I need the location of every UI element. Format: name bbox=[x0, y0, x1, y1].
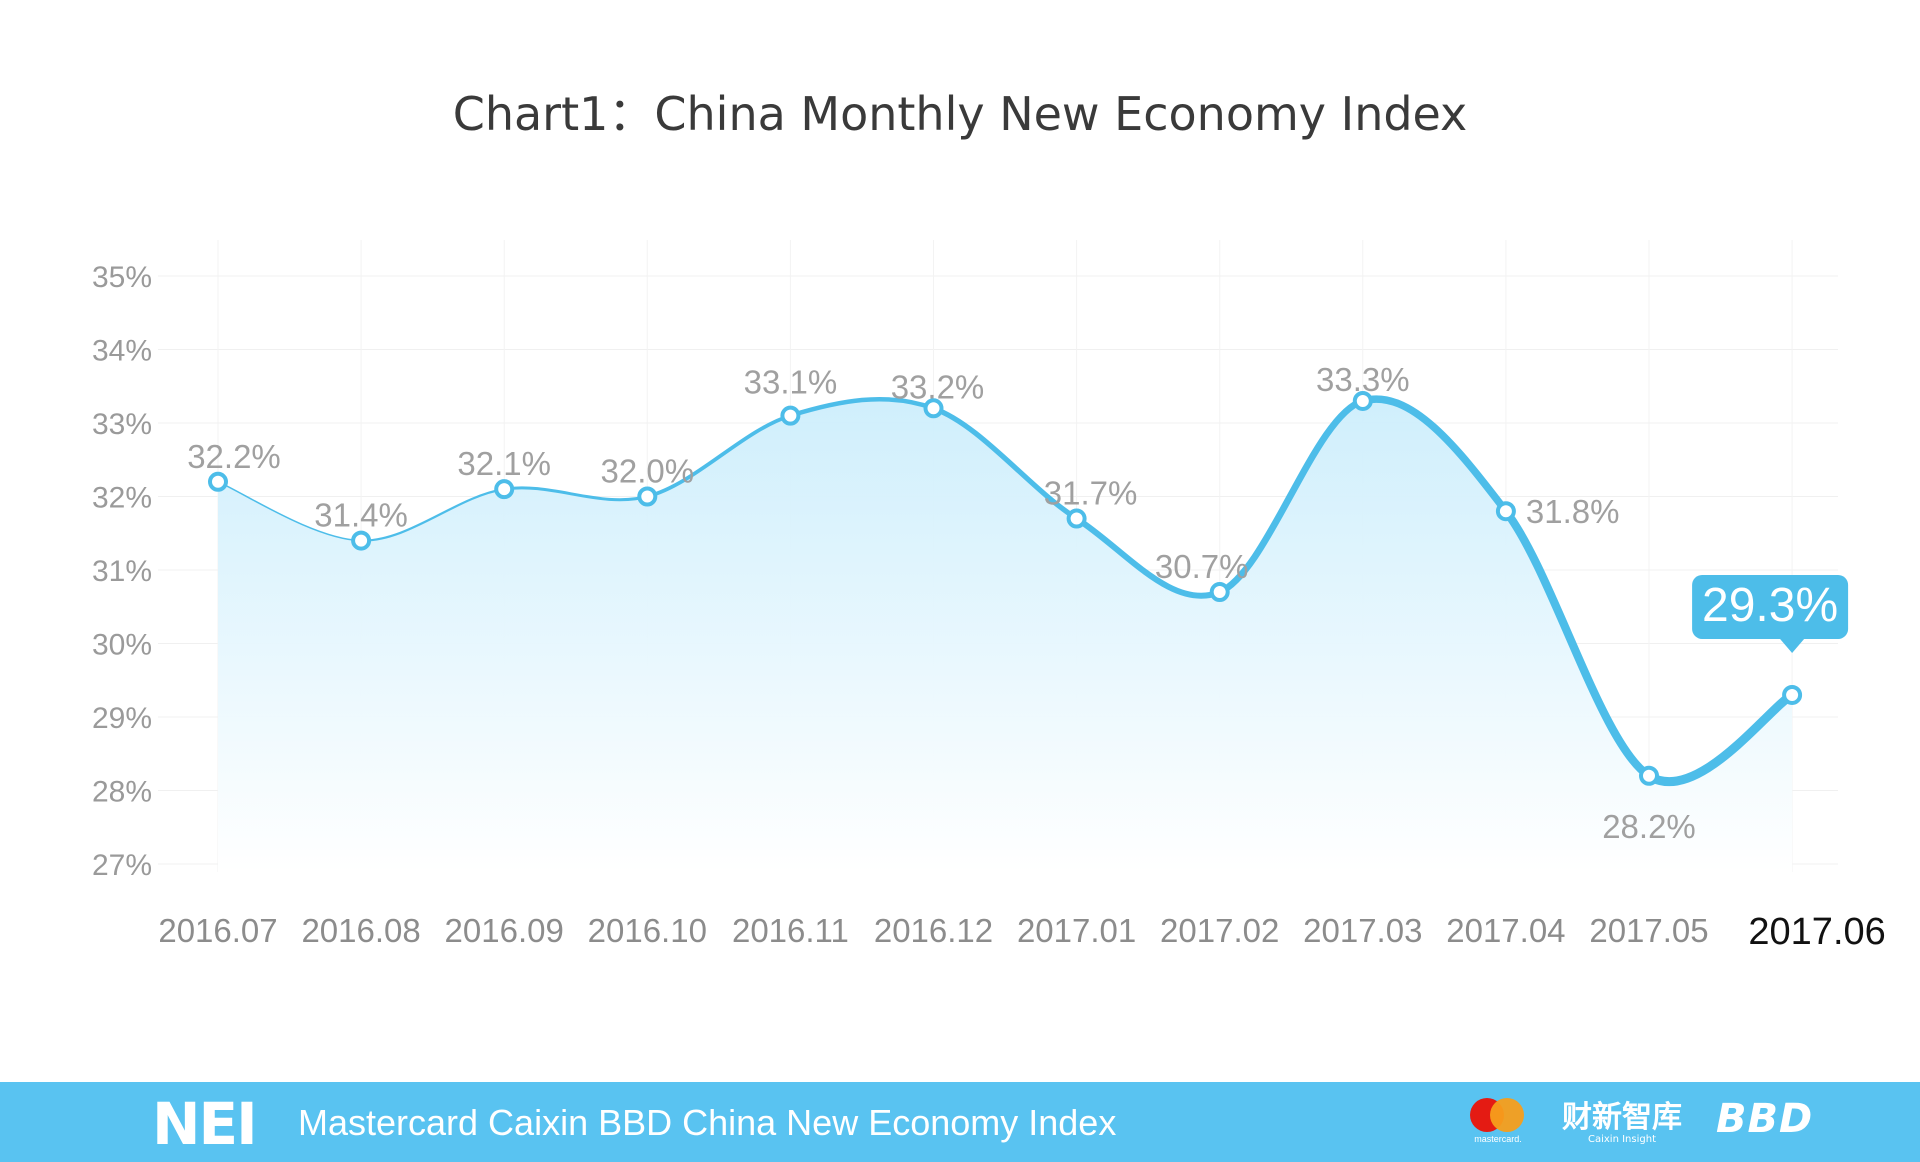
area-layer bbox=[218, 399, 1793, 872]
y-tick-label: 31% bbox=[92, 555, 152, 588]
data-label: 30.7% bbox=[1155, 548, 1249, 585]
data-point bbox=[1782, 684, 1803, 705]
y-tick-label: 33% bbox=[92, 408, 152, 441]
series-line-segment bbox=[502, 486, 649, 502]
line-chart: 32.2% 31.4% 32.1% 32.0% 33.1% 33.2% 31.7% 30.7%… bbox=[92, 240, 1886, 953]
data-label: 31.7% bbox=[1044, 475, 1138, 512]
series-line-segment bbox=[1501, 507, 1654, 780]
footer-text: Mastercard Caixin BBD China New Economy … bbox=[298, 1102, 1117, 1143]
data-point bbox=[1209, 582, 1230, 603]
data-point bbox=[208, 471, 228, 492]
data-point bbox=[1495, 501, 1516, 522]
series-line-segment bbox=[645, 413, 793, 499]
callout-pointer bbox=[1780, 638, 1805, 653]
series-line-segment bbox=[1073, 515, 1223, 599]
x-tick-label: 2017.04 bbox=[1446, 912, 1565, 949]
data-label: 33.3% bbox=[1316, 361, 1410, 398]
data-point bbox=[637, 486, 658, 507]
series-line-segment bbox=[359, 488, 506, 542]
x-tick-label: 2017.06 bbox=[1748, 911, 1885, 953]
series-line-segment bbox=[930, 405, 1080, 522]
data-point bbox=[1639, 765, 1659, 786]
x-tick-label: 2016.08 bbox=[301, 912, 420, 949]
y-tick-label: 30% bbox=[92, 629, 152, 662]
area-fill bbox=[218, 399, 1793, 872]
series-line-segment bbox=[788, 396, 936, 418]
line-layer bbox=[217, 395, 1797, 787]
y-tick-label: 34% bbox=[92, 335, 152, 368]
data-point bbox=[1352, 390, 1373, 411]
data-label: 33.2% bbox=[891, 368, 985, 405]
series-line-segment bbox=[1216, 397, 1367, 596]
callout-label: 29.3% bbox=[1702, 579, 1838, 632]
callout-box bbox=[1692, 574, 1849, 639]
bbd-logo: BBD bbox=[1716, 1096, 1814, 1142]
axis-layer: 35% 34% 33% 32% 31% 30% 29% 28% 27%2016.07 2016.0… bbox=[92, 261, 1886, 953]
data-label: 32.2% bbox=[187, 438, 281, 475]
x-tick-label: 2016.09 bbox=[445, 912, 564, 949]
mastercard-logo: mastercard. bbox=[1468, 1094, 1530, 1154]
series-line-segment bbox=[1359, 395, 1510, 515]
data-label: 31.8% bbox=[1526, 493, 1620, 530]
x-tick-label: 2017.01 bbox=[1017, 912, 1136, 949]
data-point bbox=[1066, 508, 1087, 529]
data-label: 28.2% bbox=[1602, 808, 1696, 845]
x-tick-label: 2016.11 bbox=[732, 912, 849, 949]
chart-title: Chart1：China Monthly New Economy Index bbox=[452, 87, 1468, 141]
data-label: 32.0% bbox=[601, 453, 695, 490]
y-tick-label: 32% bbox=[92, 482, 152, 515]
x-tick-label: 2017.03 bbox=[1303, 912, 1422, 949]
y-tick-label: 35% bbox=[92, 261, 152, 294]
x-tick-label: 2016.10 bbox=[588, 912, 707, 949]
data-label: 32.1% bbox=[457, 445, 551, 482]
data-point bbox=[923, 398, 944, 419]
x-tick-label: 2016.12 bbox=[874, 912, 993, 949]
series-line-segment bbox=[1644, 690, 1797, 787]
label-layer: 32.2% 31.4% 32.1% 32.0% 33.1% 33.2% 31.7% 30.7%… bbox=[187, 361, 1849, 845]
data-label: 33.1% bbox=[744, 364, 838, 401]
point-layer bbox=[208, 390, 1803, 786]
y-tick-label: 29% bbox=[92, 702, 152, 735]
x-tick-label: 2017.02 bbox=[1160, 912, 1279, 949]
y-tick-label: 28% bbox=[92, 776, 152, 809]
data-point bbox=[494, 479, 515, 500]
x-tick-label: 2016.07 bbox=[158, 912, 277, 949]
caixin-subtitle: Caixin Insight bbox=[1588, 1134, 1656, 1145]
caixin-wordmark: 财新智库 bbox=[1562, 1100, 1682, 1135]
data-point bbox=[780, 405, 801, 426]
y-tick-label: 27% bbox=[92, 849, 152, 882]
x-tick-label: 2017.05 bbox=[1589, 912, 1708, 949]
caixin-logo: 财新智库 Caixin Insight bbox=[1562, 1092, 1682, 1145]
data-label: 31.4% bbox=[314, 497, 408, 534]
mastercard-wordmark: mastercard. bbox=[1474, 1134, 1522, 1144]
series-line-segment bbox=[217, 481, 362, 542]
data-point bbox=[351, 530, 372, 551]
footer-bar: NEI Mastercard Caixin BBD China New Econ… bbox=[0, 1082, 1920, 1162]
nei-logo: NEI bbox=[152, 1090, 258, 1158]
